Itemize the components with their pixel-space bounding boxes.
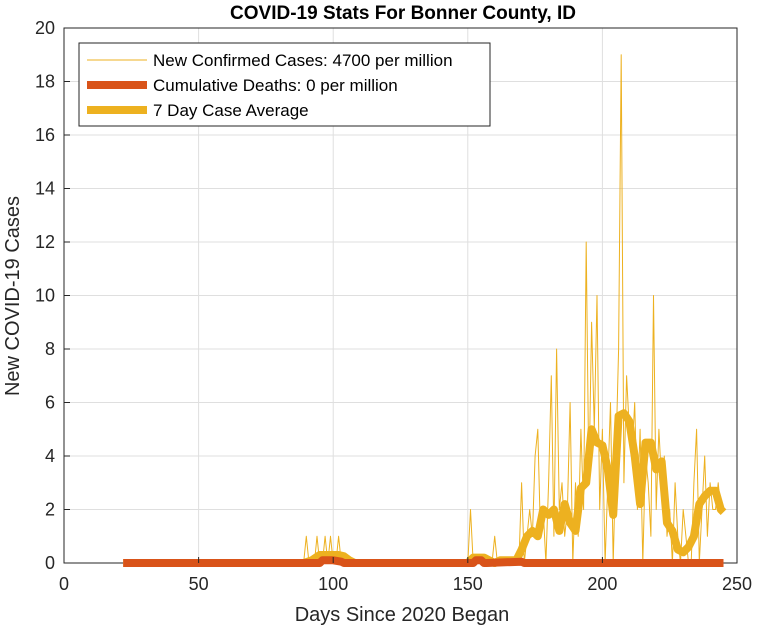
x-tick-label: 50 [189, 574, 209, 594]
axis-ticks: 0 50 100 150 200 250 0 2 4 6 8 10 12 14 16 18 20 [35, 18, 752, 594]
x-tick-label: 100 [318, 574, 348, 594]
x-tick-label: 200 [587, 574, 617, 594]
y-tick-label: 6 [45, 393, 55, 413]
legend-label-2: 7 Day Case Average [153, 101, 309, 120]
y-tick-label: 8 [45, 339, 55, 359]
legend-label-1: Cumulative Deaths: 0 per million [153, 76, 398, 95]
y-tick-label: 10 [35, 286, 55, 306]
chart-title: COVID-19 Stats For Bonner County, ID [230, 3, 576, 24]
y-tick-label: 20 [35, 18, 55, 38]
series-line-2 [123, 409, 727, 567]
y-tick-label: 16 [35, 125, 55, 145]
y-tick-label: 0 [45, 553, 55, 573]
series-line-1 [123, 556, 724, 567]
y-axis-label: New COVID-19 Cases [2, 196, 24, 396]
x-tick-label: 0 [59, 574, 69, 594]
legend-label-0: New Confirmed Cases: 4700 per million [153, 51, 453, 70]
legend-box [78, 42, 491, 127]
y-tick-label: 2 [45, 500, 55, 520]
x-axis-label: Days Since 2020 Began [295, 604, 510, 626]
legend: New Confirmed Cases: 4700 per million Cum… [78, 42, 491, 127]
y-tick-label: 12 [35, 232, 55, 252]
x-tick-label: 250 [722, 574, 752, 594]
x-tick-label: 150 [453, 574, 483, 594]
series-line-0 [123, 54, 724, 564]
series-layer [123, 54, 727, 567]
y-tick-label: 18 [35, 72, 55, 92]
y-tick-label: 4 [45, 446, 55, 466]
y-tick-label: 14 [35, 179, 55, 199]
